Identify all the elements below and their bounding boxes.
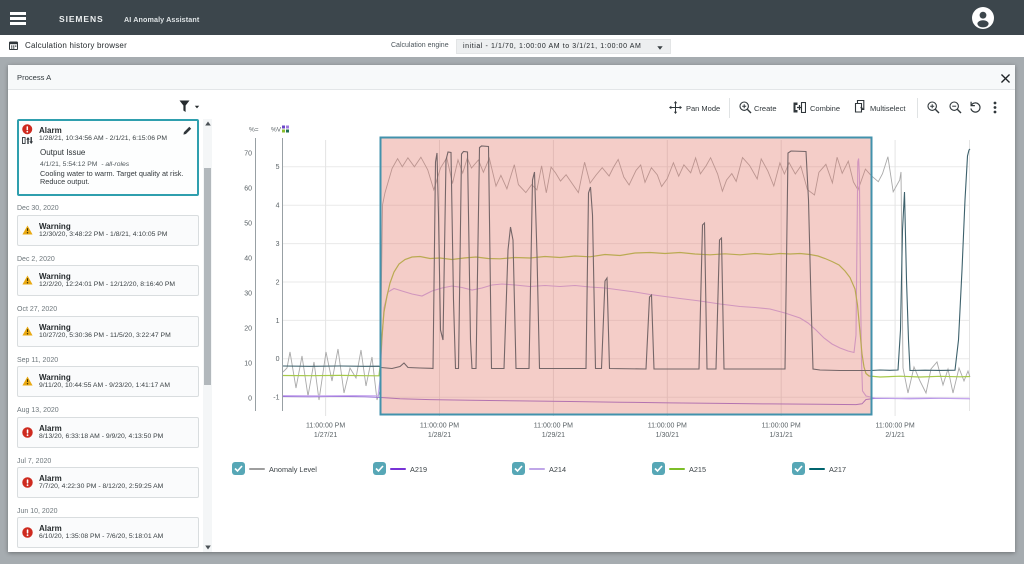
svg-text:0: 0 (248, 395, 252, 402)
svg-text:1/31/21: 1/31/21 (770, 432, 793, 439)
svg-text:11:00:00 PM: 11:00:00 PM (306, 423, 345, 430)
svg-text:11:00:00 PM: 11:00:00 PM (534, 423, 573, 430)
svg-text:5: 5 (276, 164, 280, 171)
svg-text:2/1/21: 2/1/21 (885, 432, 905, 439)
svg-text:40: 40 (244, 255, 252, 262)
svg-text:1/30/21: 1/30/21 (656, 432, 679, 439)
svg-text:-1: -1 (273, 395, 279, 402)
svg-text:3: 3 (276, 241, 280, 248)
svg-text:11:00:00 PM: 11:00:00 PM (762, 423, 801, 430)
svg-text:4: 4 (276, 203, 280, 210)
svg-text:%=: %= (249, 127, 259, 134)
svg-text:1: 1 (276, 318, 280, 325)
svg-text:10: 10 (244, 360, 252, 367)
svg-text:70: 70 (244, 150, 252, 157)
svg-text:60: 60 (244, 185, 252, 192)
svg-text:11:00:00 PM: 11:00:00 PM (420, 423, 459, 430)
svg-text:50: 50 (244, 220, 252, 227)
svg-text:1/28/21: 1/28/21 (428, 432, 451, 439)
svg-text:20: 20 (244, 325, 252, 332)
svg-text:11:00:00 PM: 11:00:00 PM (648, 423, 687, 430)
svg-text:11:00:00 PM: 11:00:00 PM (876, 423, 915, 430)
svg-text:%V: %V (271, 127, 282, 134)
svg-text:30: 30 (244, 290, 252, 297)
svg-text:2: 2 (276, 279, 280, 286)
svg-text:1/27/21: 1/27/21 (314, 432, 337, 439)
svg-text:0: 0 (276, 356, 280, 363)
svg-text:1/29/21: 1/29/21 (542, 432, 565, 439)
